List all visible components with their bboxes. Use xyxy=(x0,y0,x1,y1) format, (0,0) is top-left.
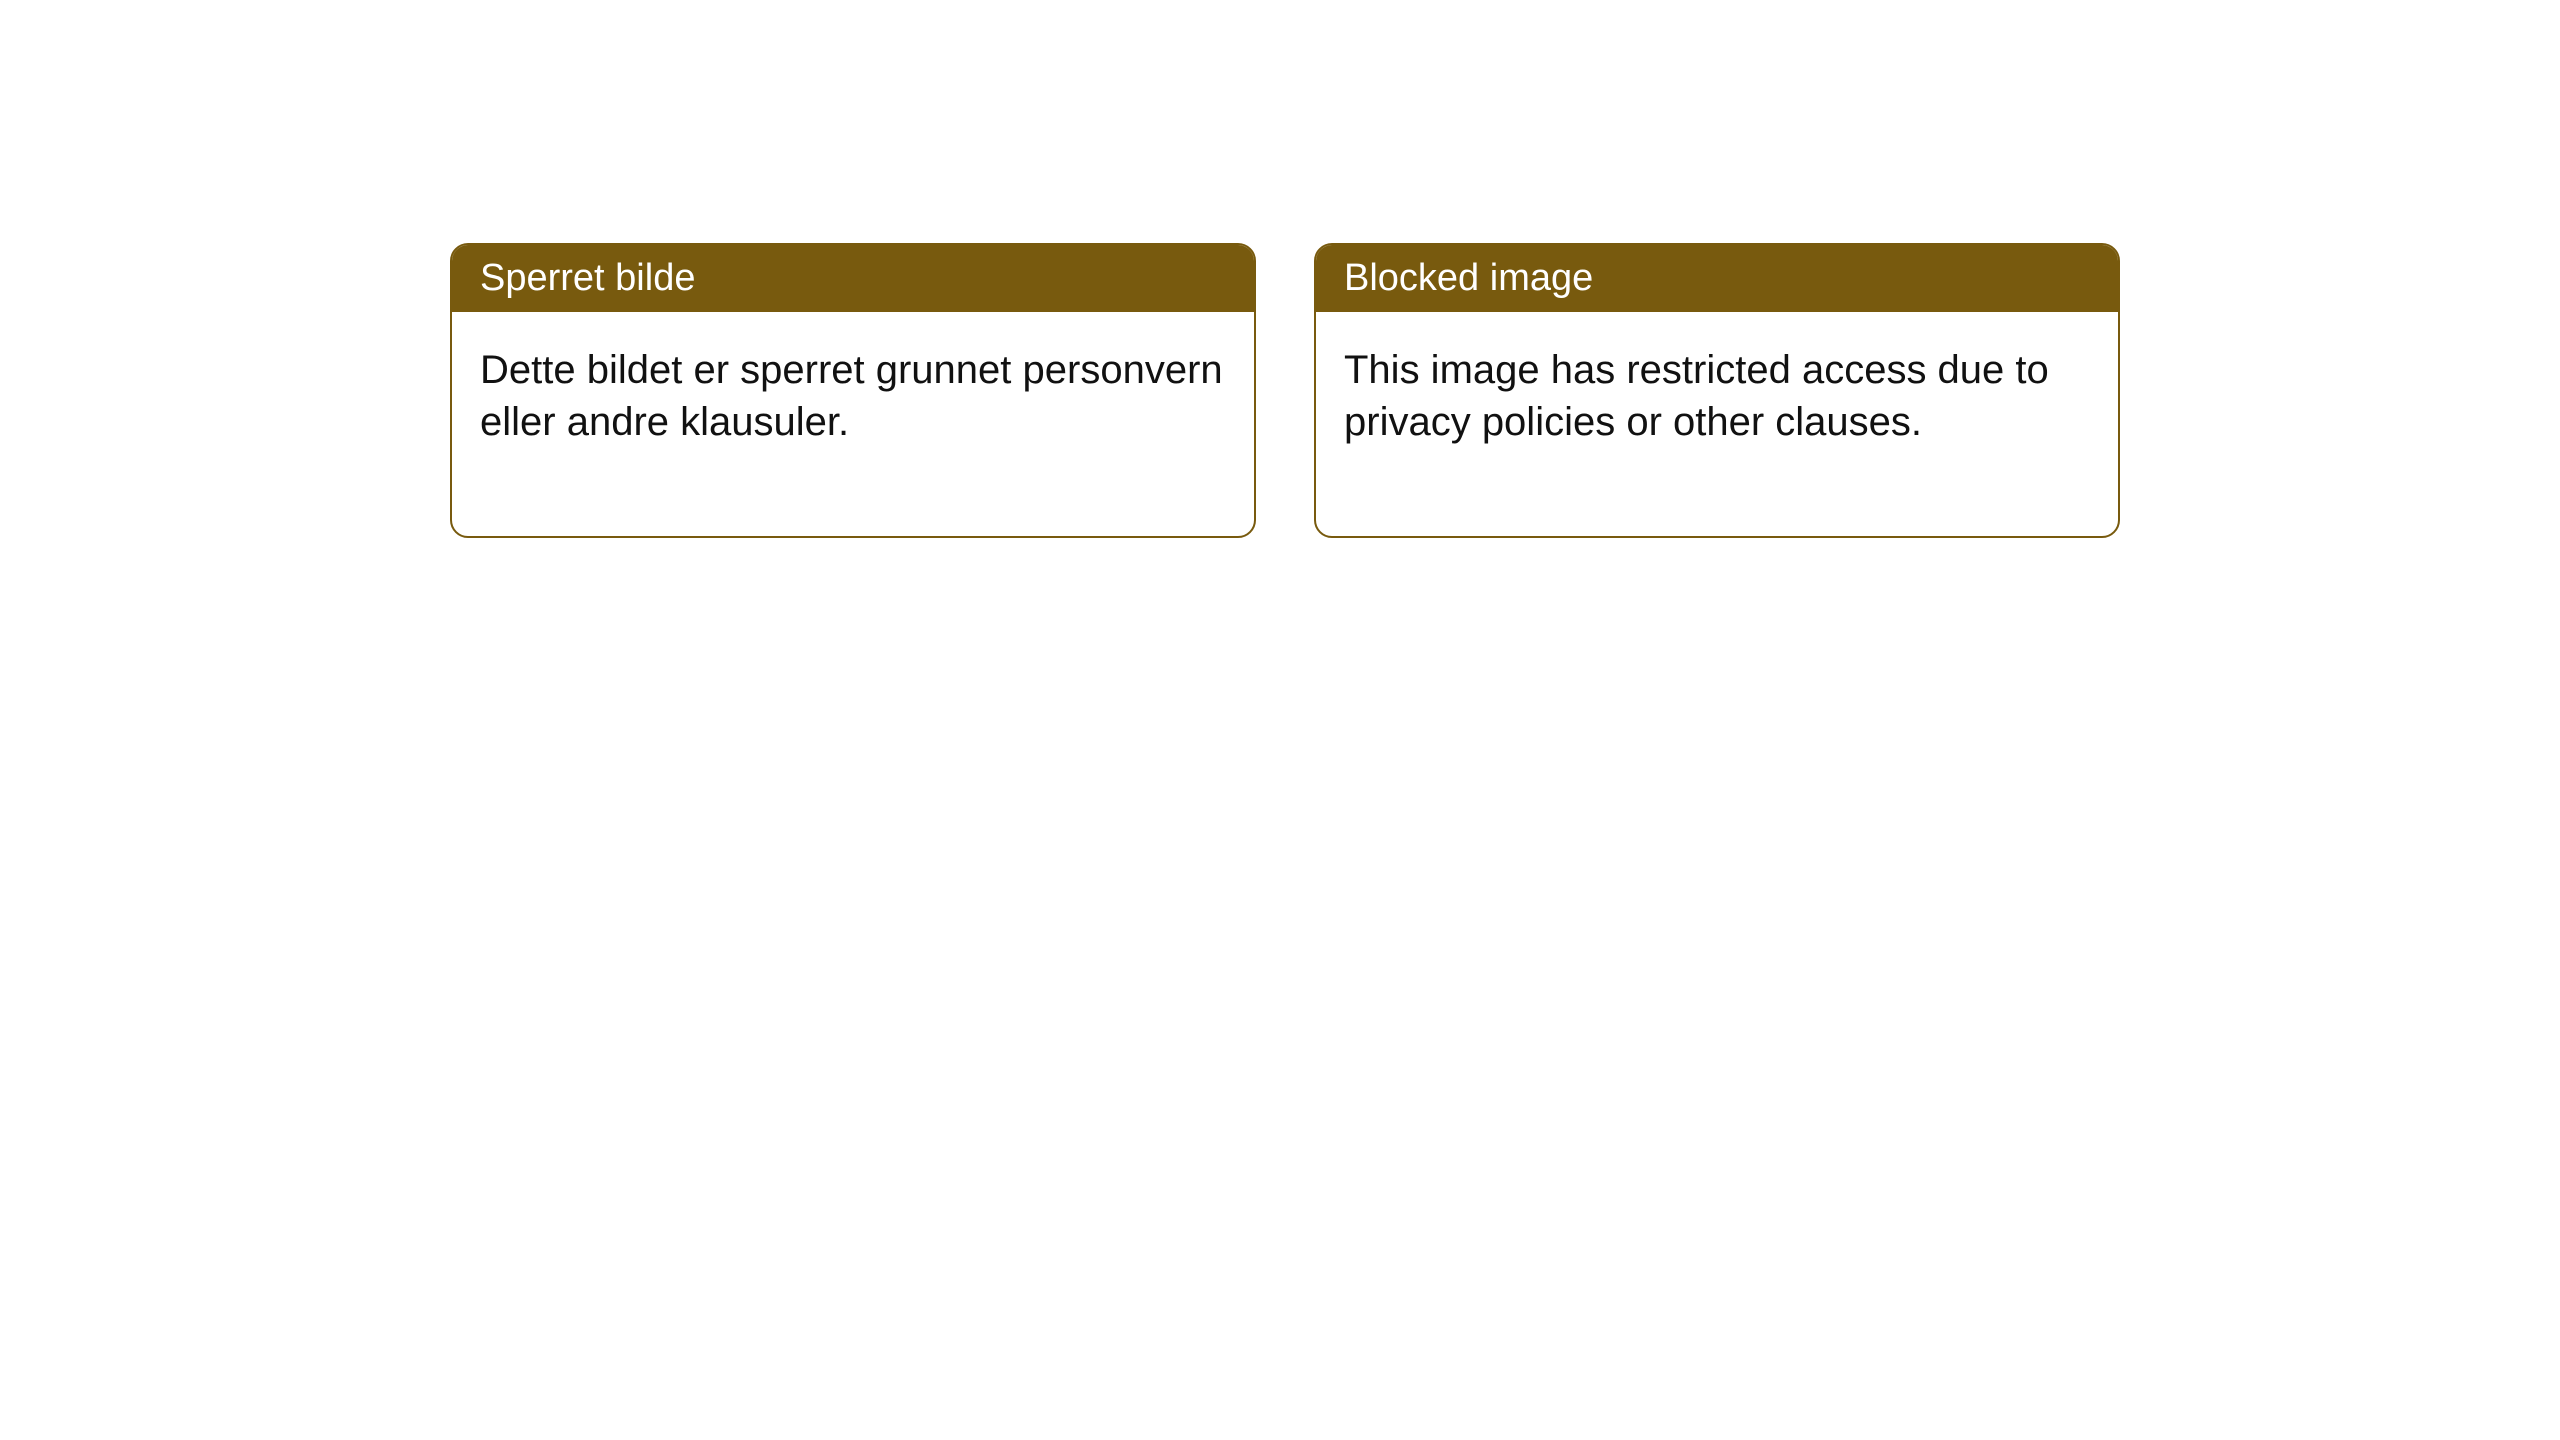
notice-header-en: Blocked image xyxy=(1316,245,2118,312)
notice-body-en: This image has restricted access due to … xyxy=(1316,312,2118,536)
notice-body-no: Dette bildet er sperret grunnet personve… xyxy=(452,312,1254,536)
notice-container: Sperret bilde Dette bildet er sperret gr… xyxy=(450,243,2120,538)
notice-header-no: Sperret bilde xyxy=(452,245,1254,312)
notice-card-en: Blocked image This image has restricted … xyxy=(1314,243,2120,538)
notice-card-no: Sperret bilde Dette bildet er sperret gr… xyxy=(450,243,1256,538)
